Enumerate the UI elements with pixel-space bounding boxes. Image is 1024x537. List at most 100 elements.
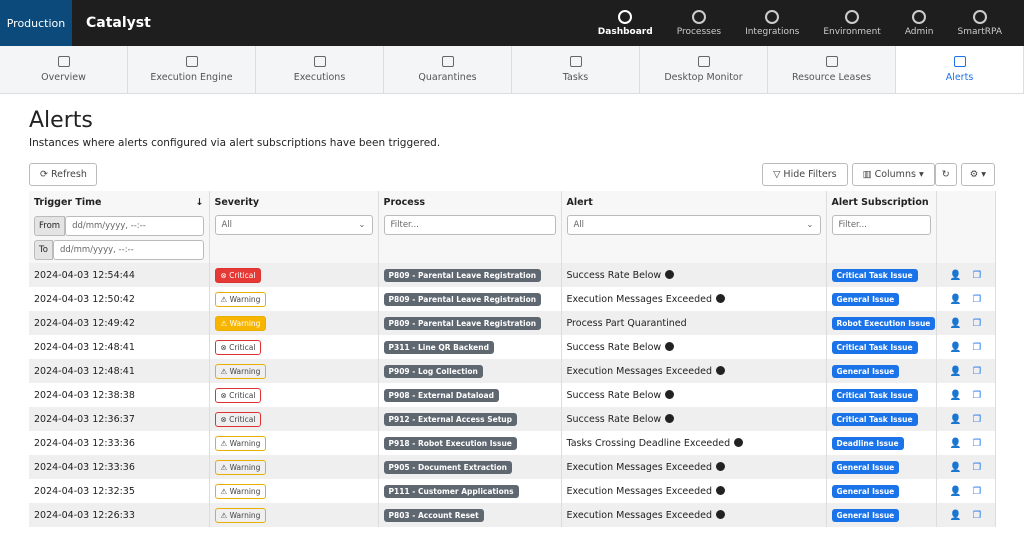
columns-button[interactable]: ▥ Columns ▾ xyxy=(851,163,935,186)
process-badge[interactable]: P809 - Parental Leave Registration xyxy=(383,292,542,306)
process-badge[interactable]: P905 - Document Extraction xyxy=(383,460,512,474)
nav-item[interactable]: Environment xyxy=(811,0,892,46)
tab[interactable]: Alerts xyxy=(896,46,1024,93)
subscription-filter[interactable]: Filter... xyxy=(831,215,931,235)
info-icon[interactable] xyxy=(716,461,726,471)
trigger-time: 2024-04-03 12:32:35 xyxy=(29,479,210,503)
alert-name: Success Rate Below xyxy=(566,389,662,401)
info-icon[interactable] xyxy=(734,437,744,447)
refresh-button[interactable]: ⟳ Refresh xyxy=(29,163,97,186)
brand[interactable]: Catalyst xyxy=(86,15,151,31)
column-header[interactable]: Process xyxy=(378,191,562,213)
info-icon[interactable] xyxy=(716,509,726,519)
copy-icon[interactable]: ❐ xyxy=(972,293,982,305)
subscription-badge[interactable]: General Issue xyxy=(831,508,900,522)
info-icon[interactable] xyxy=(665,269,675,279)
tab[interactable]: Executions xyxy=(256,46,384,93)
copy-icon[interactable]: ❐ xyxy=(972,485,982,497)
process-filter[interactable]: Filter... xyxy=(383,215,556,235)
tab[interactable]: Overview xyxy=(0,46,128,93)
copy-icon[interactable]: ❐ xyxy=(972,365,982,377)
info-icon[interactable] xyxy=(716,293,726,303)
copy-icon[interactable]: ❐ xyxy=(972,461,982,473)
hide-filters-button[interactable]: ▽ Hide Filters xyxy=(762,163,848,186)
toolbar: ⟳ Refresh ▽ Hide Filters ▥ Columns ▾ ↻ ⚙… xyxy=(29,163,995,186)
reset-button[interactable]: ↻ xyxy=(934,163,957,186)
copy-icon[interactable]: ❐ xyxy=(972,269,982,281)
assign-icon[interactable]: 👤 xyxy=(949,389,965,401)
nav-item[interactable]: Processes xyxy=(665,0,733,46)
nav-item[interactable]: Admin xyxy=(893,0,946,46)
subscription-badge[interactable]: General Issue xyxy=(831,484,900,498)
process-badge[interactable]: P809 - Parental Leave Registration xyxy=(383,268,542,282)
process-badge[interactable]: P111 - Customer Applications xyxy=(383,484,519,498)
environment[interactable]: Production xyxy=(0,0,72,46)
info-icon[interactable] xyxy=(665,413,675,423)
row: 2024-04-03 12:50:42 ⚠ Warning P809 - Paren… xyxy=(29,287,996,311)
assign-icon[interactable]: 👤 xyxy=(949,437,965,449)
column-header[interactable]: Alert Subscription xyxy=(826,191,937,213)
assign-icon[interactable]: 👤 xyxy=(949,269,965,281)
nav-item[interactable]: SmartRPA xyxy=(946,0,1015,46)
tab[interactable]: Tasks xyxy=(512,46,640,93)
assign-icon[interactable]: 👤 xyxy=(949,365,965,377)
subscription-badge[interactable]: Robot Execution Issue xyxy=(831,316,935,330)
tab[interactable]: Resource Leases xyxy=(768,46,896,93)
settings-button[interactable]: ⚙ ▾ xyxy=(960,163,995,186)
to-input[interactable]: dd/mm/yyyy, --:-- xyxy=(52,240,204,260)
severity-select[interactable]: All ⌄ xyxy=(214,215,373,235)
process-badge[interactable]: P311 - Line QR Backend xyxy=(383,340,494,354)
assign-icon[interactable]: 👤 xyxy=(949,509,965,521)
assign-icon[interactable]: 👤 xyxy=(949,293,965,305)
subscription-badge[interactable]: Deadline Issue xyxy=(831,436,904,450)
severity-badge: ⚠ Warning xyxy=(214,507,267,523)
assign-icon[interactable]: 👤 xyxy=(949,317,965,329)
copy-icon[interactable]: ❐ xyxy=(972,413,982,425)
nav-item[interactable]: Dashboard xyxy=(586,0,665,46)
nav-item[interactable]: Integrations xyxy=(733,0,811,46)
from-input[interactable]: dd/mm/yyyy, --:-- xyxy=(65,216,204,236)
sort-icon: ↓ xyxy=(195,196,204,208)
row: 2024-04-03 12:48:41 ⊗ Critical P311 - Line… xyxy=(29,335,996,359)
assign-icon[interactable]: 👤 xyxy=(949,341,965,353)
subscription-badge[interactable]: General Issue xyxy=(831,364,900,378)
subscription-badge[interactable]: Critical Task Issue xyxy=(831,412,918,426)
trigger-time: 2024-04-03 12:50:42 xyxy=(29,287,210,311)
copy-icon[interactable]: ❐ xyxy=(972,341,982,353)
tab[interactable]: Quarantines xyxy=(384,46,512,93)
actions-cell: 👤 ❐ xyxy=(936,263,996,287)
process-badge[interactable]: P912 - External Access Setup xyxy=(383,412,518,426)
info-icon[interactable] xyxy=(716,485,726,495)
info-icon[interactable] xyxy=(716,365,726,375)
actions-cell: 👤 ❐ xyxy=(936,455,996,479)
subscription-badge[interactable]: General Issue xyxy=(831,292,900,306)
assign-icon[interactable]: 👤 xyxy=(949,413,965,425)
info-icon[interactable] xyxy=(665,389,675,399)
copy-icon[interactable]: ❐ xyxy=(972,437,982,449)
process-badge[interactable]: P908 - External Dataload xyxy=(383,388,499,402)
subscription-badge[interactable]: Critical Task Issue xyxy=(831,340,918,354)
assign-icon[interactable]: 👤 xyxy=(949,461,965,473)
process-badge[interactable]: P918 - Robot Execution Issue xyxy=(383,436,517,450)
tab[interactable]: Desktop Monitor xyxy=(640,46,768,93)
column-header[interactable]: Severity xyxy=(209,191,379,213)
info-icon[interactable] xyxy=(665,341,675,351)
copy-icon[interactable]: ❐ xyxy=(972,509,982,521)
copy-icon[interactable]: ❐ xyxy=(972,317,982,329)
subscription-badge[interactable]: General Issue xyxy=(831,460,900,474)
subscription-badge[interactable]: Critical Task Issue xyxy=(831,388,918,402)
tab[interactable]: Execution Engine xyxy=(128,46,256,93)
copy-icon[interactable]: ❐ xyxy=(972,389,982,401)
process-badge[interactable]: P809 - Parental Leave Registration xyxy=(383,316,542,330)
severity-icon: ⚠ xyxy=(220,438,230,448)
nav-label: Dashboard xyxy=(597,26,653,37)
process-badge[interactable]: P803 - Account Reset xyxy=(383,508,484,522)
column-header[interactable]: Trigger Time ↓ xyxy=(29,191,210,213)
column-header[interactable]: Alert xyxy=(561,191,827,213)
alert-cell: Execution Messages Exceeded xyxy=(561,503,827,527)
alert-select[interactable]: All ⌄ xyxy=(566,215,821,235)
subscription-cell: Critical Task Issue xyxy=(826,335,937,359)
subscription-badge[interactable]: Critical Task Issue xyxy=(831,268,918,282)
process-badge[interactable]: P909 - Log Collection xyxy=(383,364,483,378)
assign-icon[interactable]: 👤 xyxy=(949,485,965,497)
